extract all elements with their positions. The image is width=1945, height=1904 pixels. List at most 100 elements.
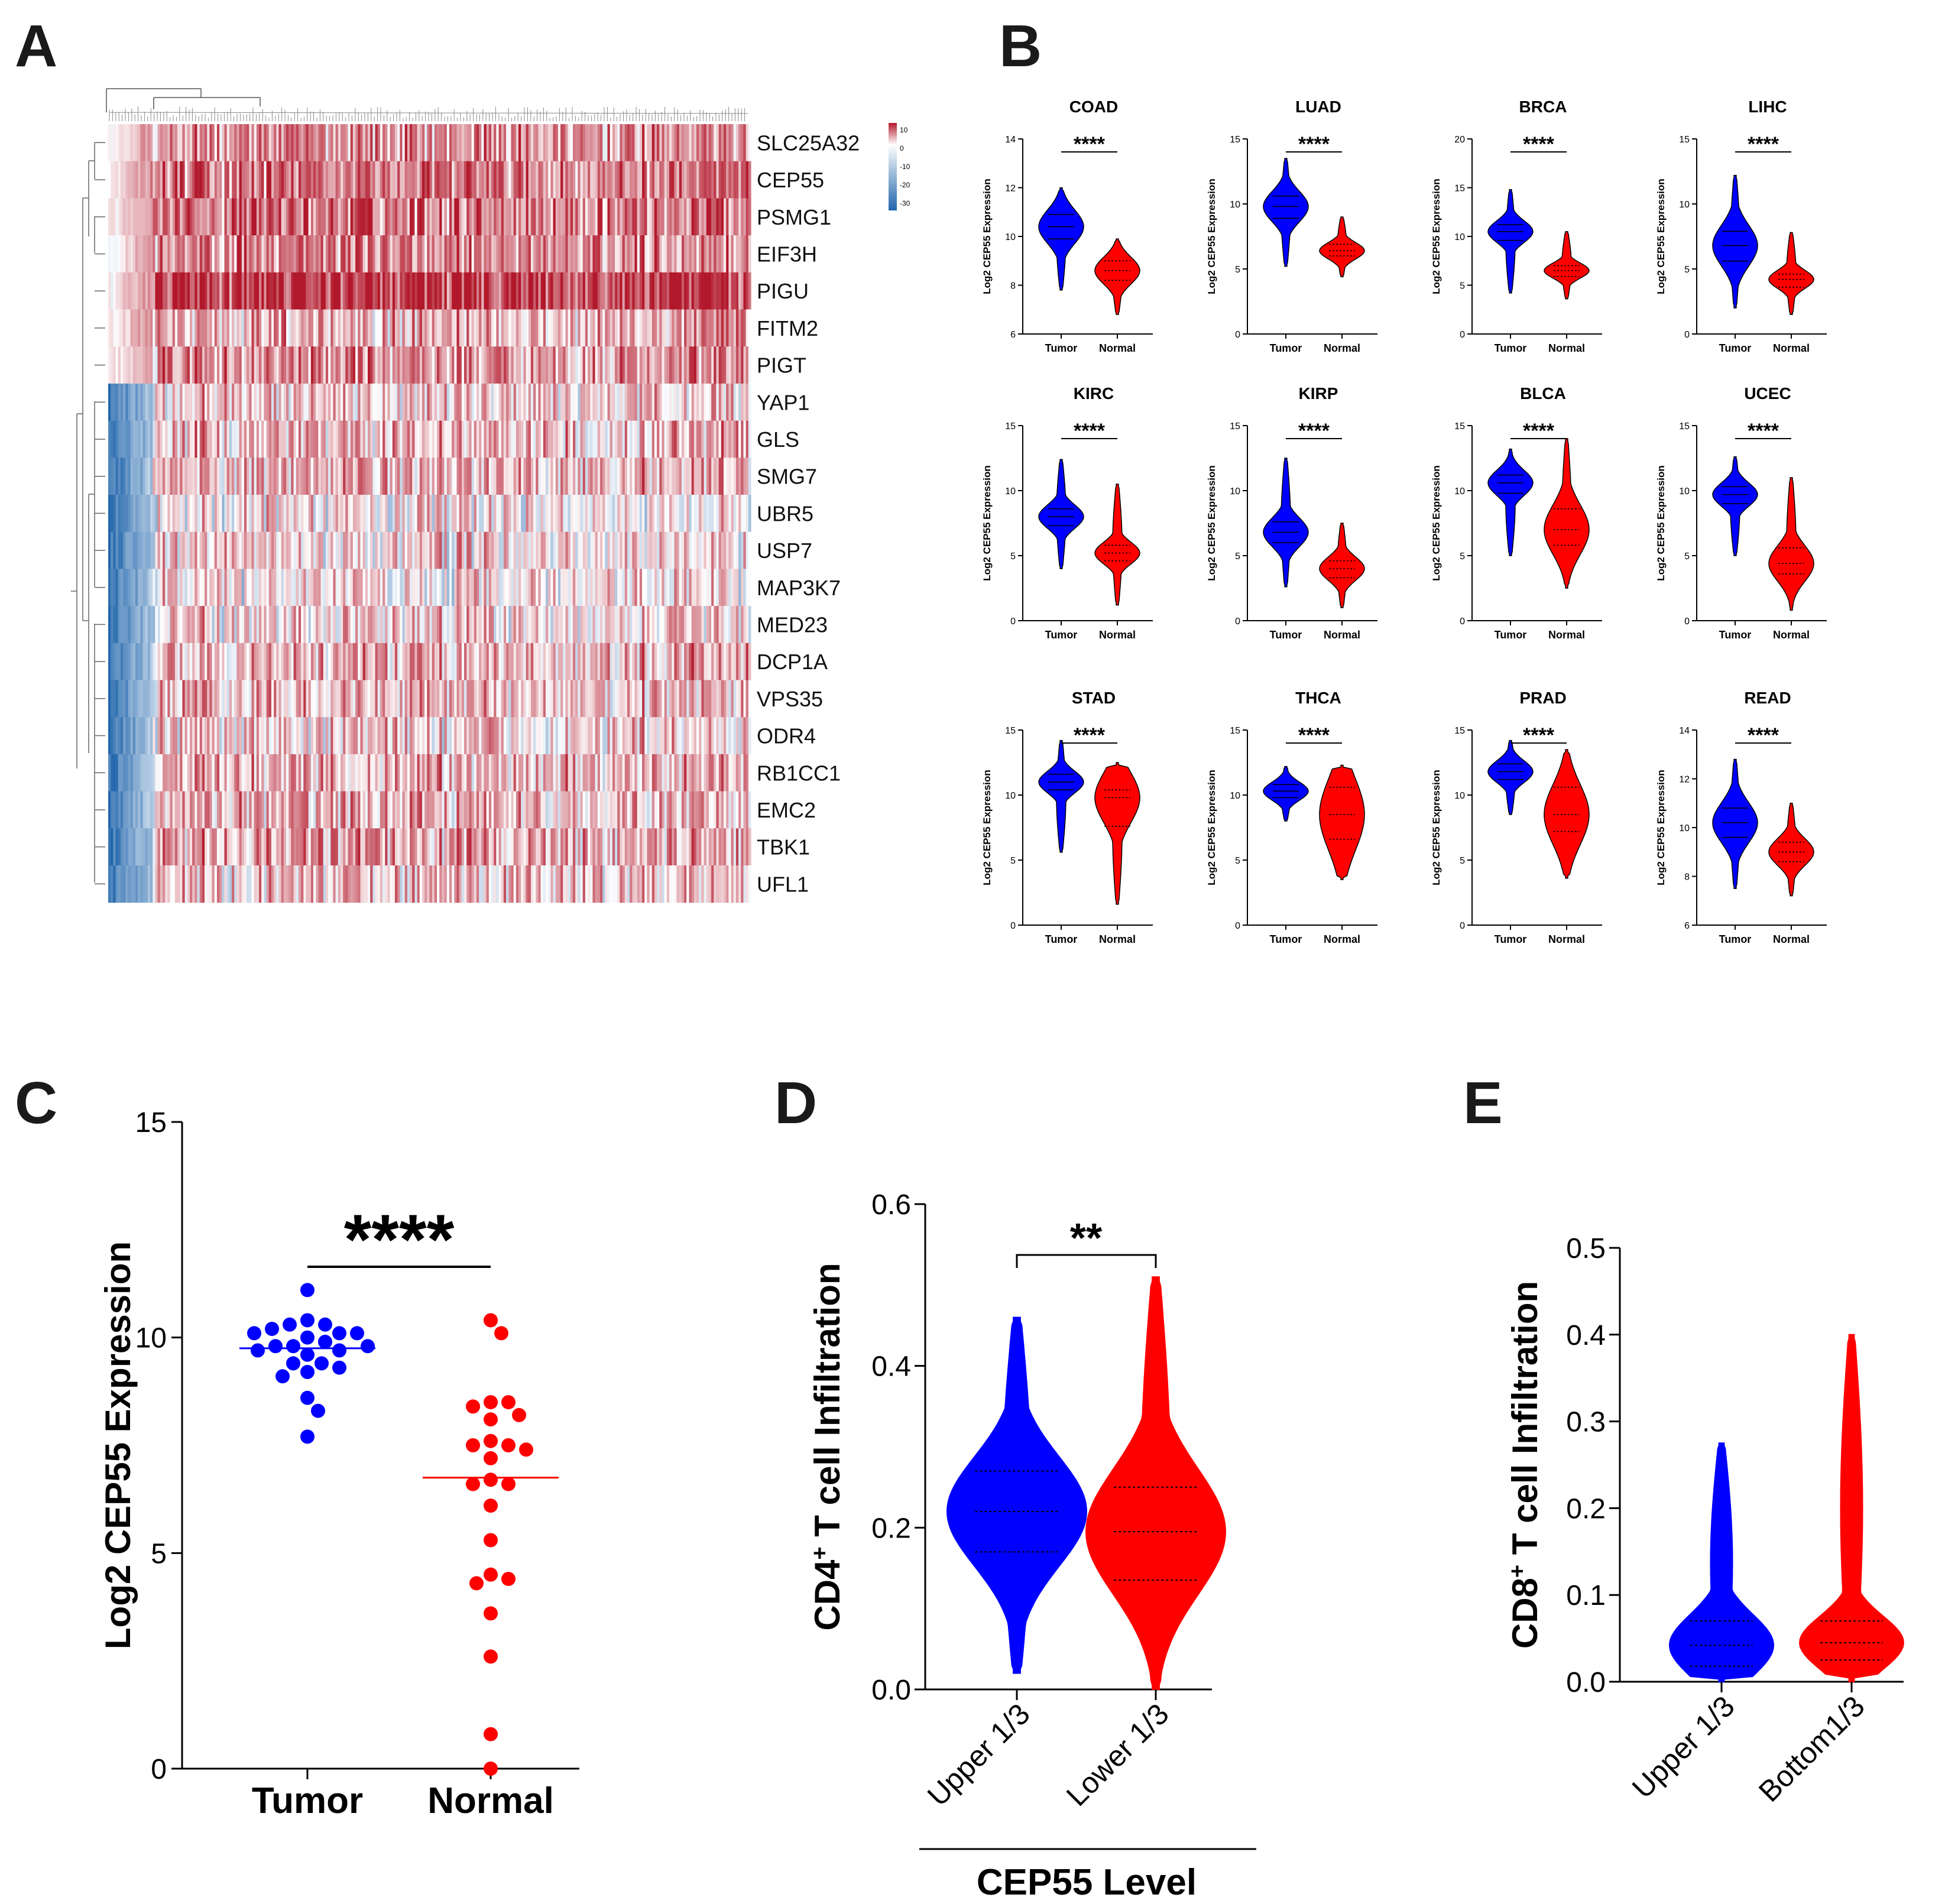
heatmap-cell <box>155 495 158 533</box>
heatmap-cell <box>320 124 324 162</box>
heatmap-cell <box>283 346 287 384</box>
heatmap-cell <box>654 754 657 792</box>
heatmap-cell <box>120 198 124 236</box>
heatmap-cell <box>335 495 339 533</box>
heatmap-cell <box>189 717 193 755</box>
heatmap-cell <box>501 346 504 384</box>
heatmap-cell <box>639 717 643 755</box>
heatmap-cell <box>115 754 119 792</box>
heatmap-cell <box>174 717 178 755</box>
heatmap-cell <box>219 346 222 384</box>
heatmap-cell <box>610 235 613 273</box>
heatmap-cell <box>479 791 482 829</box>
heatmap-cell <box>526 309 529 347</box>
heatmap-cell <box>187 569 190 606</box>
heatmap-cell <box>313 606 316 644</box>
heatmap-cell <box>486 643 490 680</box>
heatmap-cell <box>266 458 270 495</box>
heatmap-cell <box>390 643 393 680</box>
heatmap-cell <box>271 495 274 533</box>
heatmap-cell <box>197 309 200 347</box>
heatmap-cell <box>647 569 650 606</box>
heatmap-cell <box>350 717 354 755</box>
heatmap-cell <box>132 272 136 310</box>
heatmap-cell <box>484 198 487 236</box>
heatmap-cell <box>180 791 183 829</box>
panel-label-e: E <box>1463 1070 1503 1136</box>
heatmap-cell <box>410 717 413 755</box>
heatmap-cell <box>647 309 650 347</box>
heatmap-cell <box>563 680 566 718</box>
heatmap-cell <box>716 680 719 718</box>
heatmap-cell <box>142 272 146 310</box>
heatmap-cell <box>291 161 294 199</box>
heatmap-cell <box>662 495 665 533</box>
heatmap-cell <box>484 643 487 680</box>
heatmap-cell <box>432 569 435 606</box>
heatmap-cell <box>607 383 611 421</box>
heatmap-cell <box>352 531 356 569</box>
heatmap-cell <box>404 717 408 755</box>
heatmap-cell <box>177 272 180 310</box>
heatmap-cell <box>553 495 556 533</box>
heatmap-cell <box>301 161 304 199</box>
heatmap-cell <box>333 606 336 644</box>
heatmap-cell <box>540 531 544 569</box>
heatmap-cell <box>469 383 472 421</box>
heatmap-cell <box>592 161 596 199</box>
heatmap-cell <box>595 569 598 606</box>
heatmap-cell <box>135 420 138 458</box>
heatmap-cell <box>165 235 168 273</box>
heatmap-cell <box>274 161 277 199</box>
heatmap-cell <box>419 458 423 495</box>
heatmap-cell <box>503 458 507 495</box>
heatmap-cell <box>281 383 284 421</box>
heatmap-cell <box>380 643 383 680</box>
heatmap-cell <box>731 791 734 829</box>
heatmap-cell <box>291 383 294 421</box>
heatmap-cell <box>229 680 232 718</box>
heatmap-cell <box>718 791 722 829</box>
heatmap-cell <box>536 643 539 680</box>
heatmap-cell <box>620 643 623 680</box>
heatmap-cell <box>733 235 737 273</box>
heatmap-cell <box>254 309 257 347</box>
heatmap-cell <box>459 346 462 384</box>
heatmap-cell <box>699 309 702 347</box>
heatmap-cell <box>461 606 465 644</box>
heatmap-cell <box>724 791 727 829</box>
heatmap-cell <box>113 791 116 829</box>
heatmap-cell <box>595 606 598 644</box>
heatmap-cell <box>679 198 682 236</box>
heatmap-cell <box>157 235 161 273</box>
heatmap-cell <box>432 643 435 680</box>
heatmap-cell <box>153 717 156 755</box>
heatmap-cell <box>160 828 163 866</box>
heatmap-cell <box>174 791 178 829</box>
heatmap-cell <box>249 495 252 533</box>
heatmap-cell <box>511 754 514 792</box>
heatmap-cell <box>380 272 383 310</box>
heatmap-cell <box>323 791 326 829</box>
heatmap-cell <box>693 754 697 792</box>
heatmap-cell <box>234 531 237 569</box>
heatmap-cell <box>620 495 623 533</box>
heatmap-cell <box>115 495 119 533</box>
heatmap-cell <box>115 531 119 569</box>
heatmap-cell <box>503 235 507 273</box>
heatmap-cell <box>232 680 235 718</box>
heatmap-cell <box>521 680 524 718</box>
heatmap-cell <box>679 569 682 606</box>
heatmap-cell <box>358 272 361 310</box>
heatmap-cell <box>256 458 260 495</box>
heatmap-cell <box>657 458 660 495</box>
heatmap-cell <box>516 643 519 680</box>
heatmap-cell <box>693 717 697 755</box>
heatmap-cell <box>548 458 551 495</box>
heatmap-cell <box>380 569 383 606</box>
heatmap-cell <box>607 161 611 199</box>
heatmap-cell <box>575 272 578 310</box>
heatmap-cell <box>592 606 596 644</box>
heatmap-cell <box>370 717 373 755</box>
heatmap-cell <box>167 606 171 644</box>
